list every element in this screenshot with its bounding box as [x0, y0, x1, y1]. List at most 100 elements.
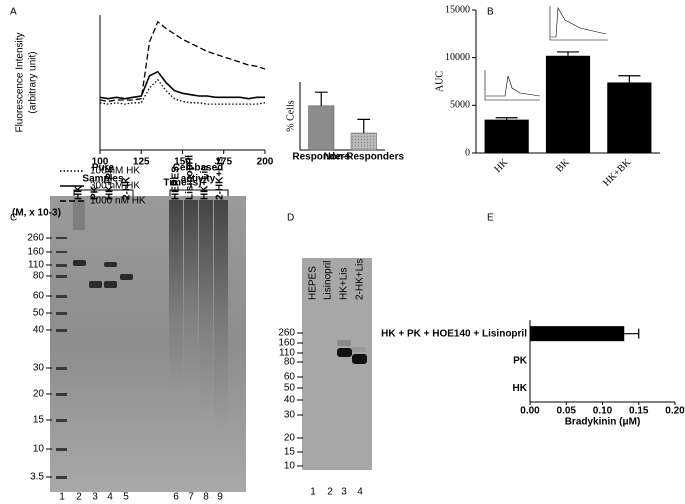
marker-label: 3.5: [30, 472, 44, 483]
panel-label: E: [487, 213, 494, 224]
gel-c-smears: [73, 200, 228, 430]
marker-label: 80: [33, 271, 45, 282]
panel-label: A: [10, 7, 17, 18]
marker-label: 160: [27, 247, 44, 258]
marker-label: 20: [33, 389, 45, 400]
lane-number: 6: [173, 492, 179, 503]
error-bar: [495, 117, 518, 120]
lane-number: 8: [203, 492, 209, 503]
x-tick-label: 150: [174, 157, 191, 168]
x-tick-label: 200: [257, 157, 274, 168]
y-tick-label: PK: [513, 356, 528, 367]
lane-label: HK+Lis: [339, 267, 350, 300]
group-label: Pure: [92, 163, 115, 174]
y-tick-label: HK: [513, 383, 528, 394]
lane-number: 5: [123, 492, 129, 503]
bar: [308, 105, 335, 151]
bar: [545, 55, 591, 154]
group-label: activity: [181, 174, 216, 185]
marker-label: 40: [33, 325, 45, 336]
lane-label: 2-HK+Lis: [215, 156, 226, 200]
marker-label: 110: [28, 260, 44, 271]
lane-number: 7: [188, 492, 194, 503]
marker-label: 60: [33, 291, 45, 302]
y-axis-label: (arbitrary unit): [28, 51, 39, 113]
lane-number: 2: [76, 492, 82, 503]
legend-label: 100 nM HK: [90, 166, 140, 177]
lane-label: Lisinopril: [323, 261, 334, 300]
lane-number: 4: [107, 492, 113, 503]
x-tick-label: 0.15: [629, 406, 649, 417]
lane-label: 2-HK: [122, 176, 133, 200]
lane-label: HEPES: [308, 266, 319, 300]
error-bar: [624, 328, 640, 339]
gel-d-bands: [337, 340, 367, 364]
line: [99, 78, 266, 105]
x-tick-label: 0.00: [520, 406, 540, 417]
x-tick-label: Responders: [292, 152, 350, 163]
x-tick-label: BK: [554, 156, 572, 174]
y-axis-label: % Cells: [285, 100, 296, 131]
group-label: Cell-based: [173, 163, 224, 174]
line: [99, 70, 265, 100]
marker-label: 60: [284, 372, 296, 383]
marker-label: 20: [284, 433, 296, 444]
error-bar: [357, 118, 371, 133]
marker-label: 50: [33, 308, 45, 319]
legend-label: 300 nM HK: [90, 181, 140, 192]
gel-c-brackets: [73, 189, 229, 196]
lane-number: 4: [357, 487, 363, 498]
lane-number: 1: [59, 492, 65, 503]
legend-label: 1000 nM HK: [90, 196, 146, 207]
marker-label: 110: [279, 348, 295, 359]
lane-label: 2-HK+Lis: [355, 259, 366, 300]
bar: [350, 132, 377, 151]
panel-label: C: [10, 213, 17, 224]
bar: [484, 119, 529, 153]
gel-c-ladder: [56, 237, 67, 479]
y-tick-label: 0: [465, 147, 470, 158]
marker-label: 50: [284, 383, 296, 394]
error-bar: [314, 91, 328, 106]
marker-label: 10: [284, 461, 296, 472]
x-tick-label: 0.05: [557, 406, 577, 417]
x-tick-label: 175: [215, 157, 232, 168]
lane-number: 9: [217, 492, 223, 503]
marker-label: 10: [33, 444, 45, 455]
axes: [99, 15, 265, 151]
x-tick-label: 125: [133, 157, 150, 168]
x-axis-label: Bradykinin (μM): [565, 417, 641, 428]
x-tick-label: 0.10: [593, 406, 613, 417]
lane-number: 3: [92, 492, 98, 503]
marker-label: 40: [284, 395, 296, 406]
lane-number: 3: [341, 487, 347, 498]
marker-label: 260: [27, 233, 44, 244]
panel-label: B: [487, 7, 494, 18]
y-tick-label: 5000: [450, 100, 470, 111]
lane-label: HK+PK: [105, 165, 116, 200]
y-axis-label: Fluorescence Intensity: [15, 32, 26, 132]
marker-label: 260: [278, 328, 295, 339]
marker-label: 15: [284, 447, 296, 458]
panel-label: D: [287, 213, 294, 224]
lane-label: HEPES: [171, 166, 182, 200]
lane-label: HK+Lis: [200, 165, 211, 200]
x-tick-label: 100: [92, 157, 109, 168]
error-bar: [556, 51, 580, 56]
y-tick-label: 15000: [445, 4, 470, 15]
lane-label: PK: [90, 185, 101, 200]
x-tick-label: HK: [492, 156, 511, 175]
bar: [530, 326, 625, 342]
marker-label: 15: [33, 415, 45, 426]
marker-label: 30: [284, 410, 296, 421]
marker-label: 30: [33, 363, 45, 374]
x-tick-label: Non-Responders: [323, 152, 404, 163]
x-axis-label: Time (s): [163, 178, 201, 189]
y-tick-label: 10000: [445, 52, 470, 63]
line: [99, 20, 266, 103]
x-tick-label: HK+BK: [601, 156, 633, 188]
error-bar: [618, 75, 641, 83]
x-tick-label: 0.20: [665, 406, 685, 417]
y-tick-label: HK + PK + HOE140 + Lisinopril: [381, 328, 527, 339]
